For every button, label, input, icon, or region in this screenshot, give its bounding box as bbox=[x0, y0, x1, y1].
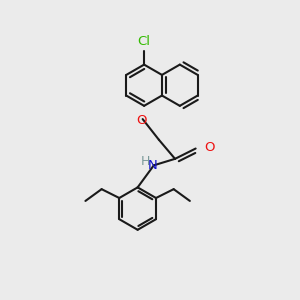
Text: Cl: Cl bbox=[138, 35, 151, 48]
Text: O: O bbox=[136, 114, 146, 127]
Text: H: H bbox=[140, 155, 150, 168]
Text: N: N bbox=[148, 159, 157, 172]
Text: O: O bbox=[204, 141, 214, 154]
